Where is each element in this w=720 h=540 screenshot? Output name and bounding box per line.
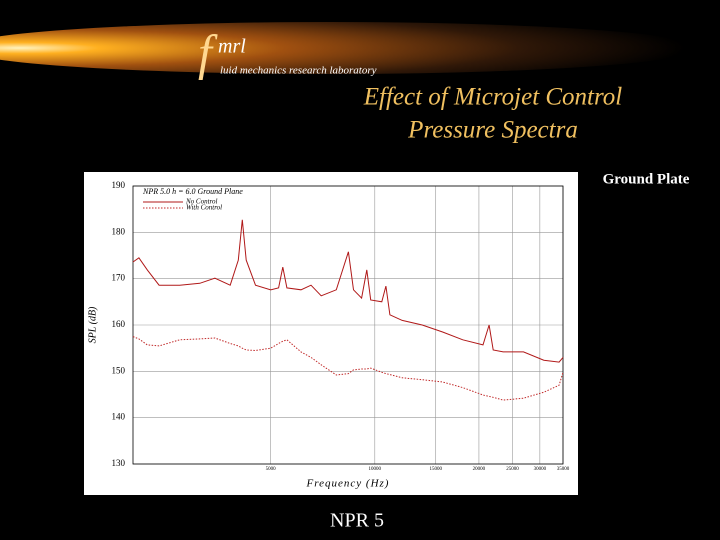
- x-tick-label: 30000: [534, 467, 547, 472]
- title: Pressure Spectra: [407, 117, 578, 144]
- y-tick-label: 140: [112, 412, 126, 422]
- logo-streak: [0, 22, 700, 74]
- chart: 130 140 150 160 170 180 190 5000 10000 15000 20000…: [87, 180, 569, 489]
- annotation: NPR 5.0 h = 6.0 Ground Plane: [142, 187, 243, 196]
- x-tick-label: 20000: [473, 467, 486, 472]
- chart-panel: [84, 172, 578, 495]
- legend-label: With Control: [186, 204, 222, 212]
- series-line: [132, 219, 564, 363]
- series-line: [132, 336, 564, 401]
- y-tick-label: 190: [112, 180, 126, 190]
- title: Effect of Microjet Control: [363, 84, 623, 111]
- x-tick-label: 10000: [369, 467, 382, 472]
- footer: NPR 5: [330, 510, 384, 532]
- legend-label: No Control: [185, 198, 217, 206]
- x-tick-label: 25000: [506, 467, 519, 472]
- logo-subtitle: luid mechanics research laboratory: [220, 65, 377, 77]
- y-tick-label: 160: [112, 319, 126, 329]
- x-tick-label: 5000: [266, 467, 277, 472]
- plot-frame: [132, 185, 564, 465]
- y-tick-label: 150: [112, 365, 126, 375]
- y-tick-label: 170: [112, 273, 126, 283]
- x-axis-label: Frequency (Hz): [306, 478, 390, 490]
- side-label: Ground Plate: [603, 171, 690, 187]
- y-tick-label: 130: [112, 458, 126, 468]
- x-tick-label: 35000: [557, 467, 570, 472]
- y-tick-label: 180: [112, 226, 126, 236]
- y-axis-label: SPL (dB): [87, 306, 98, 343]
- logo-mrl: mrl: [218, 36, 246, 58]
- x-tick-label: 15000: [429, 467, 442, 472]
